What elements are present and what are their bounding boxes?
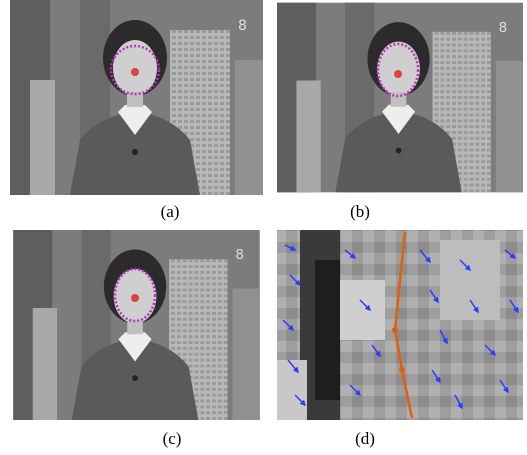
caption: (c) [163, 429, 182, 448]
panel-d [277, 230, 523, 420]
caption: (a) [161, 202, 180, 221]
panel-c [13, 230, 260, 420]
figure: 8 [0, 0, 527, 455]
caption: (d) [355, 429, 375, 448]
panel-b [277, 3, 523, 193]
panel-a [10, 0, 263, 195]
caption: (b) [350, 202, 370, 221]
